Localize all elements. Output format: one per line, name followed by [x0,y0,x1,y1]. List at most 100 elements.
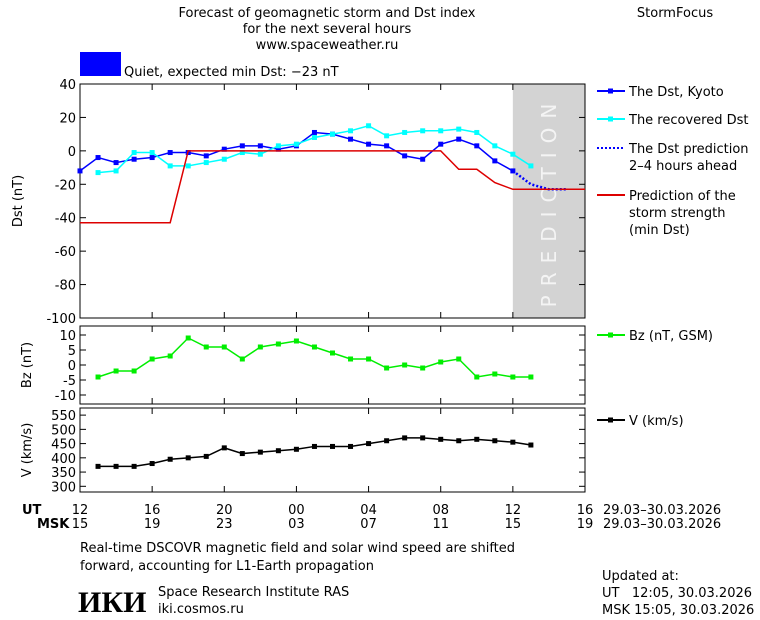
y-tick-label: -100 [46,312,76,327]
x-row-label: UT [22,503,42,518]
legend-label: Bz (nT, GSM) [629,329,713,344]
y-tick-label: -60 [55,245,76,260]
point [438,436,444,442]
point [330,350,335,356]
point [528,374,534,380]
legend-label: Prediction of the storm strength (min Dst) [629,189,736,238]
updated-title: Updated at: [602,569,679,584]
point [257,449,263,455]
y-axis-label: Dst (nT) [11,175,26,227]
updated-msk: MSK 15:05, 30.03.2026 [602,603,754,618]
x-tick-label: 16 [144,503,161,518]
point [510,439,516,445]
x-tick-label: 12 [505,503,522,518]
point [474,143,480,149]
point [239,143,245,149]
point [492,371,498,377]
y-tick-label: 300 [51,480,76,495]
point [113,168,119,174]
y-tick-label: -20 [55,178,76,193]
point [348,136,354,142]
point [203,153,209,159]
point [77,168,83,174]
point [492,158,498,164]
point [330,131,335,137]
y-tick-label: 0 [68,145,76,160]
point [474,374,480,380]
point [420,365,426,371]
prediction-label: PREDICTION [537,95,561,308]
y-tick-label: -80 [55,279,76,294]
point [275,341,281,347]
point [510,151,516,157]
point [131,150,137,156]
point [420,156,426,162]
point [420,128,426,134]
point [438,141,444,147]
title-line: Forecast of geomagnetic storm and Dst in… [178,6,475,21]
y-tick-label: 550 [51,409,76,424]
point [456,356,462,362]
point [167,353,173,359]
point [131,156,137,162]
point [113,160,119,166]
institute: Space Research Institute RAS [158,585,349,600]
point [311,134,317,140]
x-row-label: MSK [37,517,70,532]
x-tick-label-msk: 15 [72,517,89,532]
point [402,153,408,159]
x-tick-label: 12 [72,503,89,518]
y-tick-label: 400 [51,452,76,467]
point [456,136,462,142]
y-tick-label: 350 [51,466,76,481]
point [221,445,227,451]
y-tick-label: 10 [59,329,76,344]
point [167,150,173,156]
point [203,453,209,459]
title-line: www.spaceweather.ru [256,38,399,53]
point [275,448,281,454]
point [275,146,281,152]
point [438,359,444,365]
x-tick-label: 04 [360,503,377,518]
point [95,463,101,469]
point [474,129,480,135]
point [384,133,390,139]
point [221,156,227,162]
brand: StormFocus [637,6,713,21]
point [510,374,516,380]
point [293,141,299,147]
point [131,368,137,374]
y-tick-label: 40 [59,78,76,93]
panel-frame [79,407,586,493]
point [257,143,263,149]
point [203,344,209,350]
point [348,443,354,449]
point [420,435,426,441]
x-tick-label-msk: 03 [288,517,305,532]
legend-label: The Dst prediction 2–4 hours ahead [628,142,749,174]
y-tick-label: -5 [63,374,76,389]
legend-marker [608,332,613,338]
point [528,442,534,448]
point [384,143,390,149]
y-tick-label: 500 [51,423,76,438]
point [528,163,534,169]
point [185,335,191,341]
footer-note: Real-time DSCOVR magnetic field and sola… [80,541,515,556]
x-tick-label-msk: 19 [577,517,594,532]
point [311,443,317,449]
point [149,155,155,161]
point [492,438,498,444]
point [149,356,155,362]
y-axis-label: V (km/s) [20,423,35,478]
y-tick-label: -10 [55,389,76,404]
point [149,461,155,467]
panel-frame [79,325,586,405]
point [311,344,317,350]
point [348,128,354,134]
point [402,362,408,368]
status-text: Quiet, expected min Dst: −23 nT [124,65,339,80]
legend-label: The recovered Dst [628,113,748,128]
